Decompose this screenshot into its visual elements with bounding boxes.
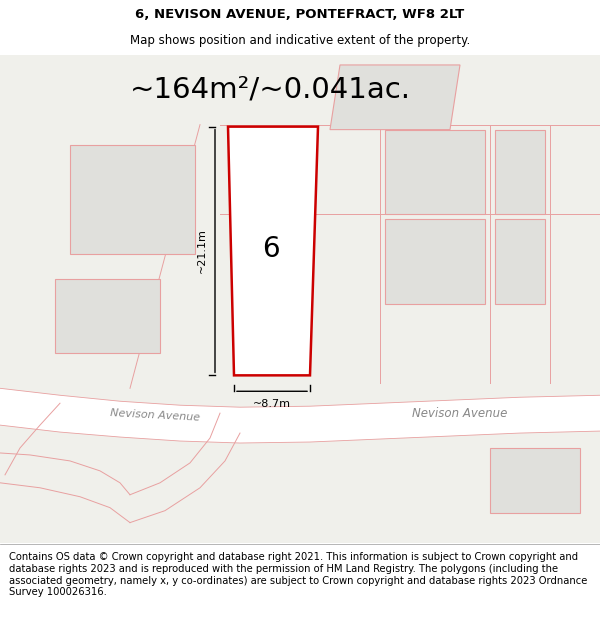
Text: Map shows position and indicative extent of the property.: Map shows position and indicative extent… xyxy=(130,34,470,47)
Polygon shape xyxy=(495,129,545,214)
Text: 6: 6 xyxy=(262,235,280,263)
Polygon shape xyxy=(70,144,195,254)
Polygon shape xyxy=(385,219,485,304)
Polygon shape xyxy=(0,388,600,443)
Text: 6, NEVISON AVENUE, PONTEFRACT, WF8 2LT: 6, NEVISON AVENUE, PONTEFRACT, WF8 2LT xyxy=(136,8,464,21)
Text: Nevison Avenue: Nevison Avenue xyxy=(412,407,508,419)
Text: Nevison Avenue: Nevison Avenue xyxy=(110,408,200,422)
Polygon shape xyxy=(495,219,545,304)
Polygon shape xyxy=(330,65,460,129)
Polygon shape xyxy=(490,448,580,512)
Polygon shape xyxy=(228,127,318,376)
Polygon shape xyxy=(385,129,485,214)
Text: ~21.1m: ~21.1m xyxy=(197,229,207,273)
Polygon shape xyxy=(55,279,160,354)
Text: ~164m²/~0.041ac.: ~164m²/~0.041ac. xyxy=(130,76,410,104)
Text: Contains OS data © Crown copyright and database right 2021. This information is : Contains OS data © Crown copyright and d… xyxy=(9,552,587,598)
Text: ~8.7m: ~8.7m xyxy=(253,399,291,409)
